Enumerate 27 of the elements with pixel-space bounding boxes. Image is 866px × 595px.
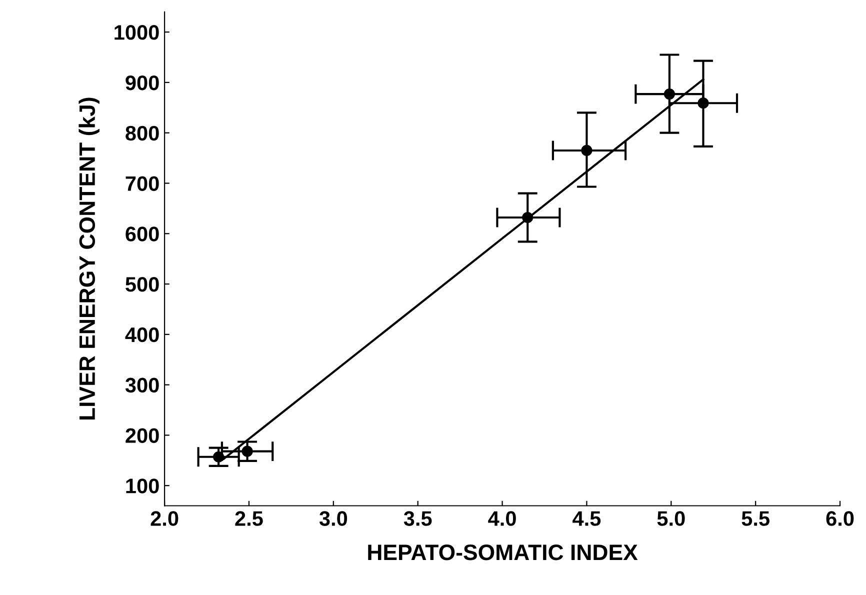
y-tick-label: 800 xyxy=(126,126,159,141)
point xyxy=(242,446,253,457)
point xyxy=(698,98,709,109)
y-tick-label: 300 xyxy=(125,378,159,393)
point xyxy=(213,451,224,462)
x-tick-label: 3.0 xyxy=(319,511,348,526)
point xyxy=(581,144,592,156)
y-axis-title: LIVER ENERGY CONTENT (kJ) xyxy=(78,98,100,420)
y-tick-label: 700 xyxy=(126,176,159,191)
y-tick-label: 500 xyxy=(126,277,159,292)
x-tick-label: 4.5 xyxy=(572,511,601,526)
y-tick-label: 900 xyxy=(126,75,159,90)
x-tick-label: 2.5 xyxy=(235,511,263,526)
y-tick-label: 600 xyxy=(126,226,159,242)
x-tick-label: 4.0 xyxy=(488,511,516,526)
x-tick-label: 6.0 xyxy=(826,511,854,526)
y-tick-label: 1000 xyxy=(114,25,159,40)
x-tick-label: 5.0 xyxy=(657,511,685,526)
x-tick-label: 5.5 xyxy=(742,511,770,526)
y-tick-label: 100 xyxy=(126,478,159,494)
point xyxy=(522,212,534,224)
y-tick-label: 200 xyxy=(126,428,159,443)
x-tick-label: 3.5 xyxy=(404,511,432,526)
x-tick-label: 2.0 xyxy=(150,511,178,526)
point xyxy=(664,88,676,100)
y-tick-label: 400 xyxy=(125,327,159,342)
x-axis-title: HEPATO-SOMATIC INDEX xyxy=(368,544,638,560)
